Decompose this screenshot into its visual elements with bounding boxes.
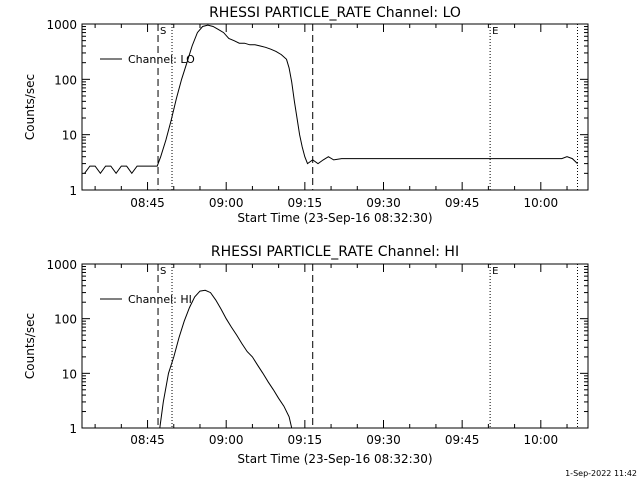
x-tick-label: 09:15 xyxy=(288,433,323,447)
y-tick-label: 1000 xyxy=(46,258,77,272)
time-marker-label: S xyxy=(160,26,166,37)
y-tick-label: 10 xyxy=(62,129,77,143)
x-tick-label: 10:00 xyxy=(524,196,559,210)
x-tick-label: 09:45 xyxy=(445,196,480,210)
x-tick-label: 09:00 xyxy=(209,433,244,447)
y-axis-label: Counts/sec xyxy=(23,74,37,140)
footer-timestamp: 1-Sep-2022 11:42 xyxy=(565,469,637,478)
y-tick-label: 100 xyxy=(54,313,77,327)
series-line xyxy=(159,289,293,429)
x-tick-label: 09:00 xyxy=(209,196,244,210)
y-tick-label: 10 xyxy=(62,367,77,381)
y-tick-label: 1 xyxy=(69,422,77,436)
x-tick-label: 09:30 xyxy=(366,433,401,447)
plot-frame xyxy=(81,23,589,191)
time-marker-label: E xyxy=(492,26,498,37)
x-tick-label: 09:15 xyxy=(288,196,323,210)
chart-channel-lo: RHESSI PARTICLE_RATE Channel: LO 1 10 100 10… xyxy=(23,5,589,225)
legend-label: Channel: HI xyxy=(128,293,192,306)
x-tick-label: 09:45 xyxy=(445,433,480,447)
chart-title: RHESSI PARTICLE_RATE Channel: LO xyxy=(209,5,461,21)
x-axis-label: Start Time (23-Sep-16 08:32:30) xyxy=(237,211,432,225)
series-line xyxy=(84,24,578,175)
x-tick-label: 10:00 xyxy=(524,433,559,447)
chart-channel-hi: RHESSI PARTICLE_RATE Channel: HI 1 10 100 10… xyxy=(23,244,589,466)
y-axis-label: Counts/sec xyxy=(23,313,37,379)
legend-label: Channel: LO xyxy=(128,53,195,66)
y-tick-label: 100 xyxy=(54,73,77,87)
time-marker-label: S xyxy=(160,266,166,277)
x-tick-label: 08:45 xyxy=(130,433,165,447)
time-marker-label: E xyxy=(492,266,498,277)
chart-title: RHESSI PARTICLE_RATE Channel: HI xyxy=(211,244,459,260)
y-tick-label: 1 xyxy=(69,184,77,198)
x-tick-label: 09:30 xyxy=(366,196,401,210)
plot-frame xyxy=(81,263,589,429)
x-axis-label: Start Time (23-Sep-16 08:32:30) xyxy=(237,452,432,466)
y-tick-label: 1000 xyxy=(46,18,77,32)
x-tick-label: 08:45 xyxy=(130,196,165,210)
